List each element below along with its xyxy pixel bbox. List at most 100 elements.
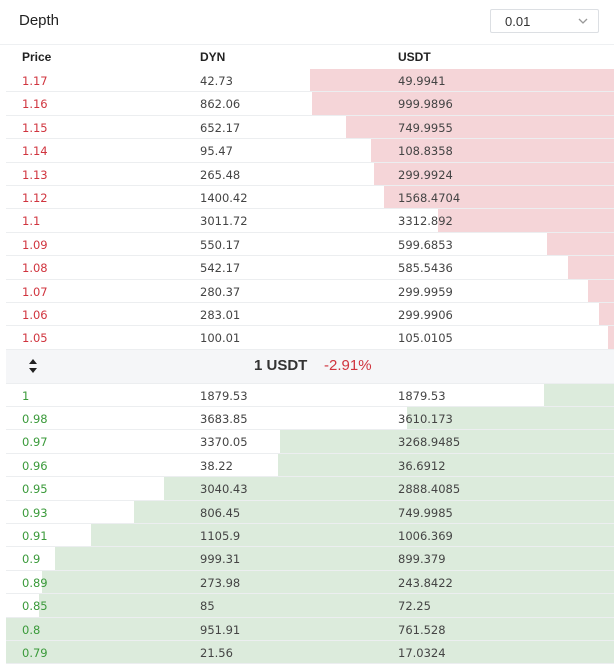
bid-amount-cell: 806.45 [200,505,241,520]
bid-total-cell: 1879.53 [398,388,446,403]
ask-row[interactable]: 1.08 542.17 585.5436 [6,256,614,280]
ask-row[interactable]: 1.17 42.73 49.9941 [6,69,614,93]
ask-price-cell: 1.07 [22,284,48,299]
bid-price-cell: 0.95 [22,482,48,497]
ask-price-cell: 1.05 [22,331,48,346]
bid-row[interactable]: 1 1879.53 1879.53 [6,383,614,408]
bid-row[interactable]: 0.9 999.31 899.379 [6,547,614,571]
ask-row[interactable]: 1.16 862.06 999.9896 [6,92,614,116]
bid-row[interactable]: 0.95 3040.43 2888.4085 [6,477,614,501]
bid-total-cell: 3268.9485 [398,435,461,450]
bid-depth-bar [133,500,614,524]
bid-row[interactable]: 0.85 85 72.25 [6,594,614,618]
bid-depth-bar [407,407,614,430]
bid-price-cell: 0.98 [22,412,48,427]
ask-amount-cell: 283.01 [200,307,241,322]
bid-total-cell: 761.528 [398,622,446,637]
bid-depth-bar [279,430,614,453]
ask-depth-bar [607,326,614,349]
bid-amount-cell: 3683.85 [200,412,248,427]
bid-price-cell: 0.96 [22,458,48,473]
ask-row[interactable]: 1.07 280.37 299.9959 [6,279,614,303]
ask-amount-cell: 42.73 [200,74,233,88]
ask-price-cell: 1.13 [22,167,48,182]
bid-row[interactable]: 0.98 3683.85 3610.173 [6,407,614,431]
ask-depth-bar [437,209,614,232]
bid-price-cell: 0.85 [22,599,48,614]
bid-depth-bar [38,594,614,617]
bid-total-cell: 36.6912 [398,458,446,473]
ask-total-cell: 299.9959 [398,284,453,299]
bid-price-cell: 0.93 [22,505,48,520]
bid-amount-cell: 951.91 [200,622,241,637]
ask-row[interactable]: 1.14 95.47 108.8358 [6,139,614,163]
ask-amount-cell: 95.47 [200,144,233,159]
precision-select[interactable]: 0.01 [490,9,599,33]
ask-price-cell: 1.06 [22,307,48,322]
precision-value: 0.01 [505,14,531,29]
bid-total-cell: 1006.369 [398,529,453,544]
mid-price: 1 USDT [254,356,308,374]
mid-price-row: 1 USDT -2.91% [6,349,614,384]
ask-row[interactable]: 1.12 1400.42 1568.4704 [6,185,614,210]
bid-price-cell: 0.9 [22,552,41,567]
ask-amount-cell: 265.48 [200,167,241,182]
ask-row[interactable]: 1.09 550.17 599.6853 [6,232,614,257]
bid-total-cell: 2888.4085 [398,482,461,497]
bid-list: 1 1879.53 1879.53 0.98 3683.85 3610.173 0.97 33… [0,383,614,664]
bid-amount-cell: 3370.05 [200,435,248,450]
ask-price-cell: 1.09 [22,237,48,252]
ask-amount-cell: 550.17 [200,237,241,252]
bid-total-cell: 72.25 [398,599,431,614]
bid-price-cell: 0.79 [22,645,48,660]
ask-total-cell: 1568.4704 [398,190,461,205]
ask-amount-cell: 100.01 [200,331,241,346]
bid-depth-bar [42,570,614,594]
bid-row[interactable]: 0.97 3370.05 3268.9485 [6,430,614,454]
ask-price-cell: 1.16 [22,97,48,112]
bid-amount-cell: 85 [200,599,215,614]
bid-row[interactable]: 0.8 951.91 761.528 [6,617,614,641]
ask-total-cell: 599.6853 [398,237,453,252]
bid-row[interactable]: 0.79 21.56 17.0324 [6,640,614,664]
ask-row[interactable]: 1.05 100.01 105.0105 [6,326,614,350]
bid-row[interactable]: 0.96 38.22 36.6912 [6,453,614,478]
ask-price-cell: 1.08 [22,261,48,276]
ask-row[interactable]: 1.06 283.01 299.9906 [6,302,614,327]
bid-row[interactable]: 0.91 1105.9 1006.369 [6,524,614,548]
bid-depth-bar [544,383,614,407]
ask-depth-bar [568,256,614,279]
bid-price-cell: 0.91 [22,529,48,544]
bid-depth-bar [6,640,614,664]
bid-price-cell: 1 [22,388,30,403]
price-change: -2.91% [324,356,372,374]
ask-amount-cell: 280.37 [200,284,241,299]
bid-amount-cell: 273.98 [200,575,241,590]
bid-amount-cell: 3040.43 [200,482,248,497]
ask-depth-bar [310,69,614,92]
column-headers: Price DYN USDT [0,45,614,69]
bid-price-cell: 0.89 [22,575,48,590]
ask-total-cell: 3312.892 [398,214,453,229]
ask-row[interactable]: 1.13 265.48 299.9924 [6,162,614,186]
depth-header: Depth 0.01 [0,0,614,45]
ask-row[interactable]: 1.15 652.17 749.9955 [6,115,614,140]
ask-amount-cell: 1400.42 [200,190,248,205]
ask-price-cell: 1.12 [22,190,48,205]
ask-row[interactable]: 1.1 3011.72 3312.892 [6,209,614,233]
bid-price-cell: 0.97 [22,435,48,450]
ask-total-cell: 299.9924 [398,167,453,182]
bid-depth-bar [6,617,614,640]
bid-total-cell: 899.379 [398,552,446,567]
bid-row[interactable]: 0.93 806.45 749.9985 [6,500,614,525]
bid-row[interactable]: 0.89 273.98 243.8422 [6,570,614,595]
ask-depth-bar [373,162,614,185]
bid-depth-bar [278,453,614,477]
ask-price-cell: 1.17 [22,74,48,88]
price-column-header: Price [22,50,52,64]
depth-title: Depth [19,12,60,29]
sort-arrows-icon[interactable] [28,358,38,374]
ask-total-cell: 108.8358 [398,144,453,159]
ask-list: 1.17 42.73 49.9941 1.16 862.06 999.9896 1.15 65… [0,69,614,350]
bid-amount-cell: 1879.53 [200,388,248,403]
